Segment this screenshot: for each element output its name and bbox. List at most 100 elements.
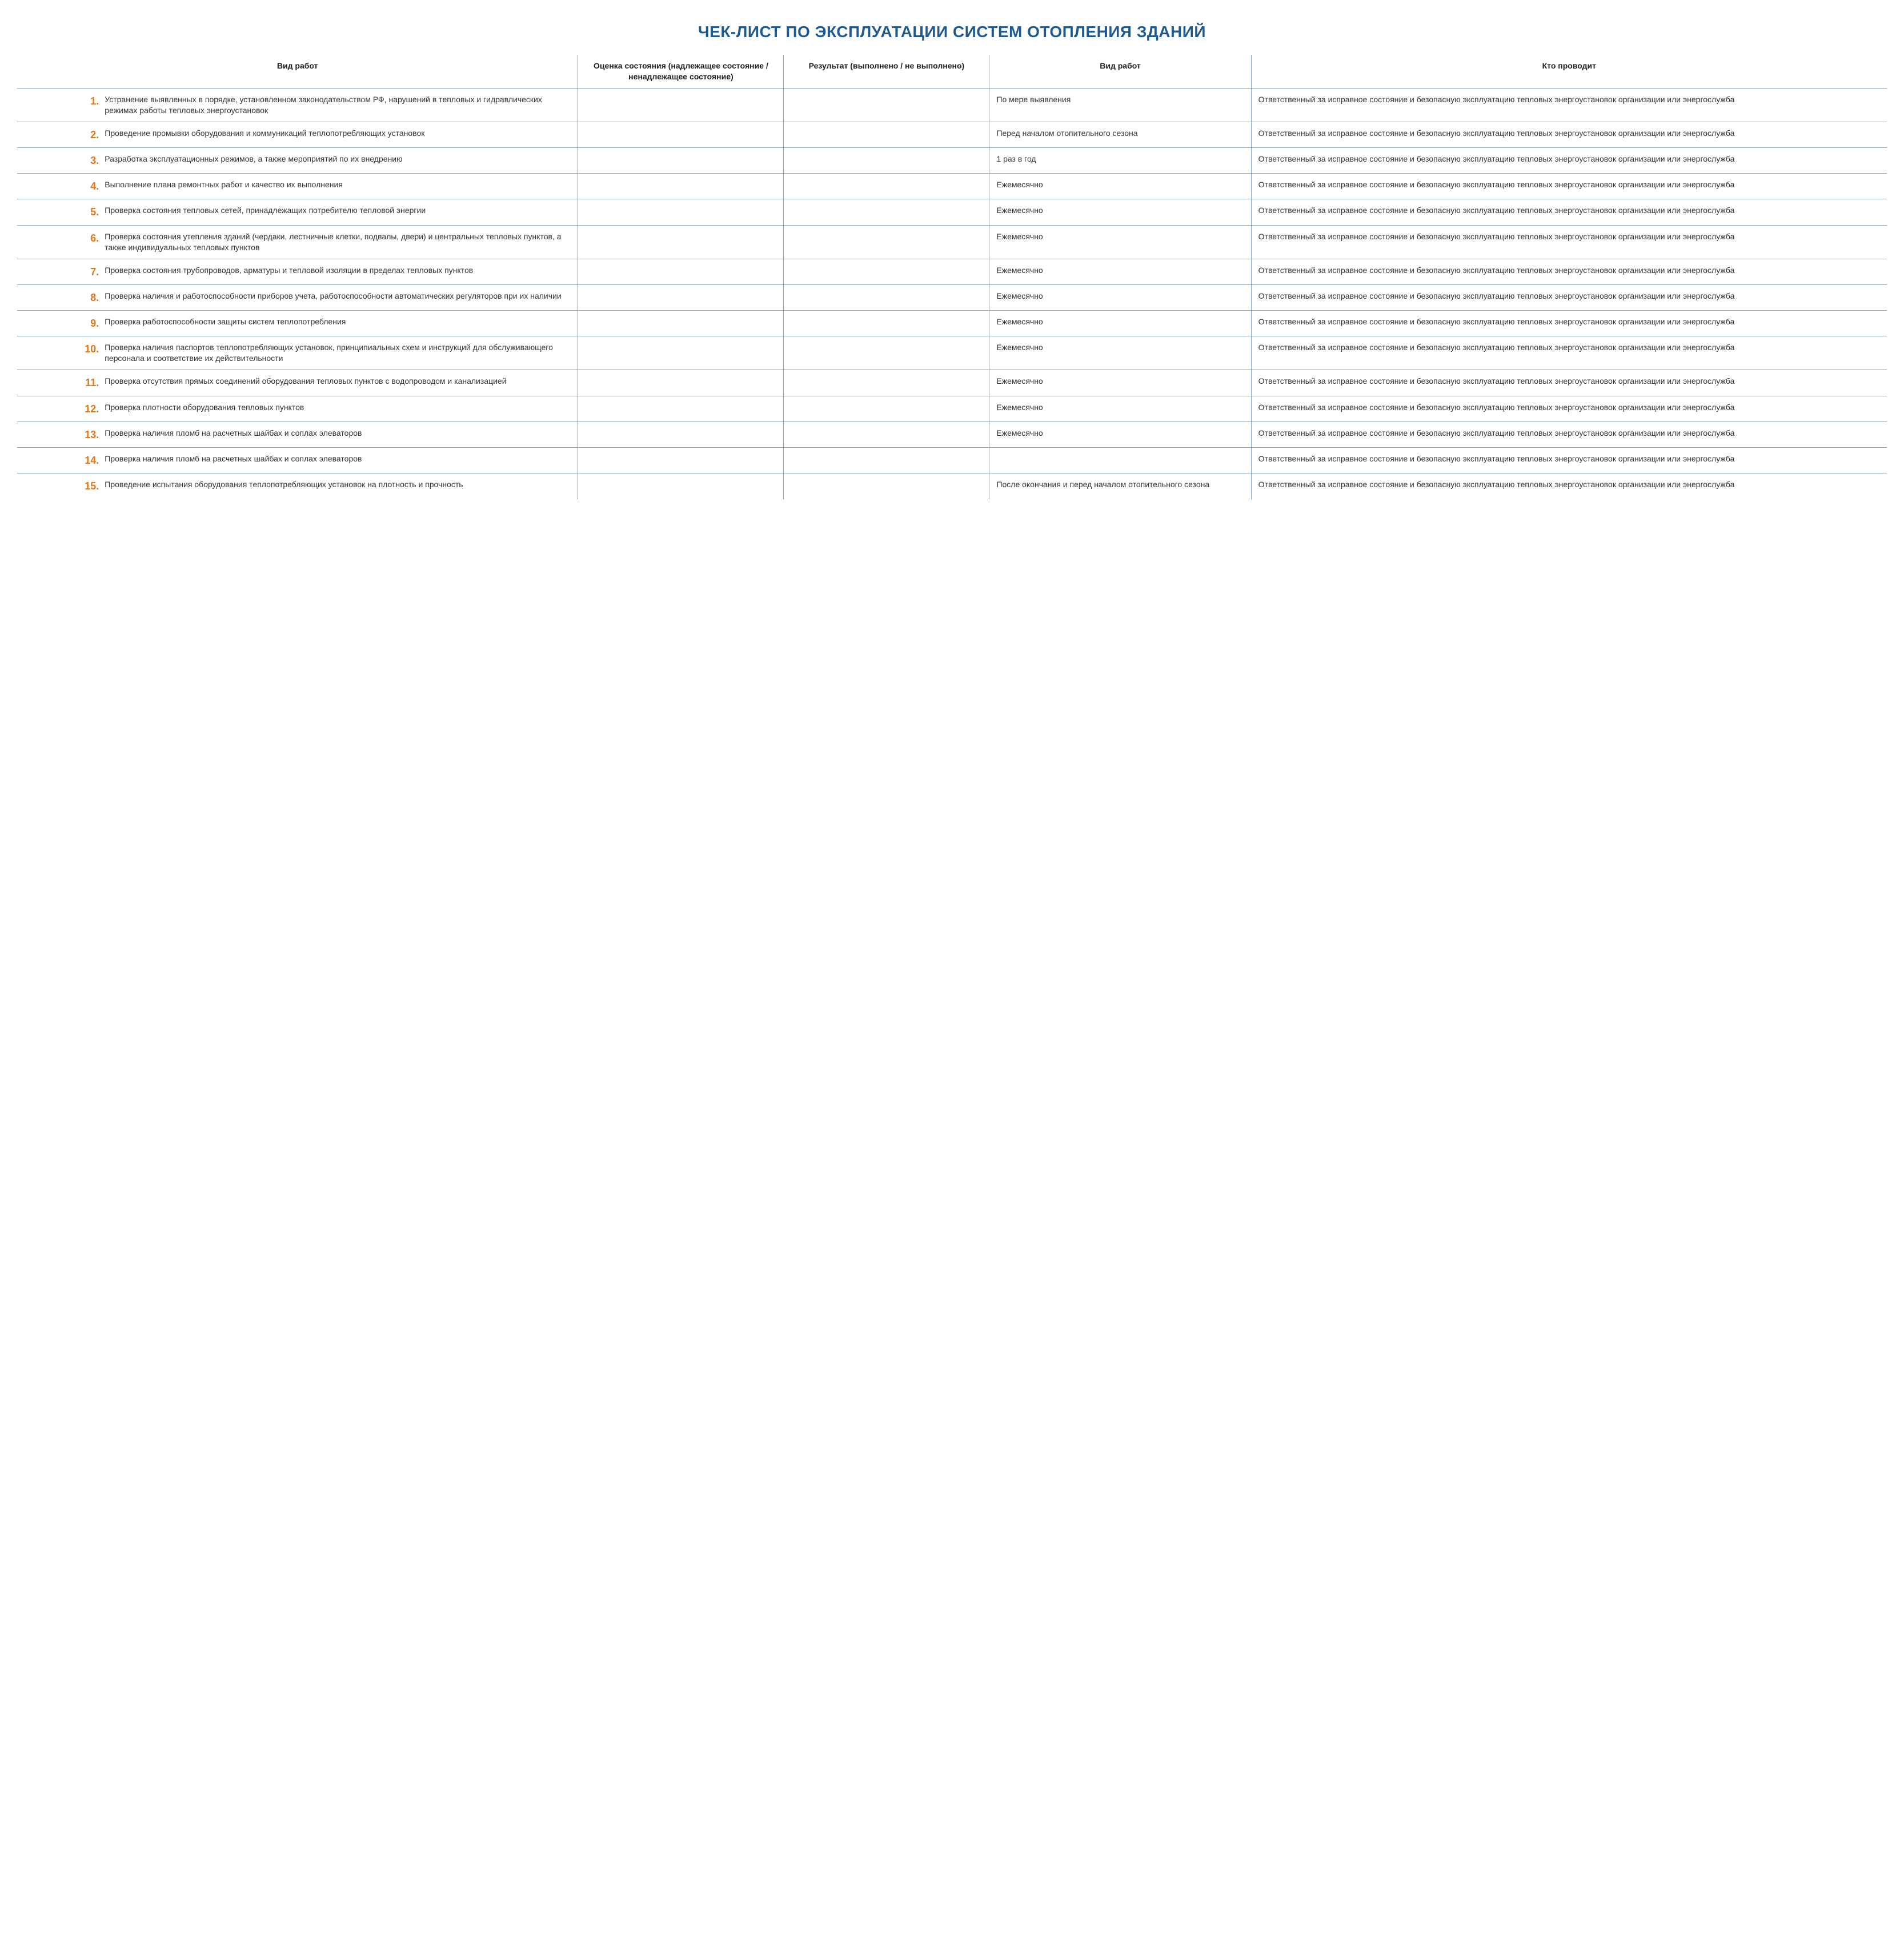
row-eval-cell [578, 122, 784, 147]
table-row: 4.Выполнение плана ремонтных работ и кач… [17, 174, 1887, 199]
row-frequency: По мере выявления [989, 88, 1251, 122]
row-result-cell [784, 370, 989, 396]
row-work: Устранение выявленных в порядке, установ… [101, 88, 578, 122]
row-number: 6. [17, 225, 101, 259]
row-eval-cell [578, 473, 784, 499]
row-eval-cell [578, 284, 784, 310]
row-number: 13. [17, 421, 101, 447]
row-frequency: Ежемесячно [989, 370, 1251, 396]
row-result-cell [784, 421, 989, 447]
row-work: Проверка наличия пломб на расчетных шайб… [101, 448, 578, 473]
col-header-work: Вид работ [17, 55, 578, 88]
row-result-cell [784, 122, 989, 147]
row-number: 12. [17, 396, 101, 421]
row-number: 1. [17, 88, 101, 122]
table-row: 7.Проверка состояния трубопроводов, арма… [17, 259, 1887, 284]
row-work: Проверка состояния тепловых сетей, прина… [101, 199, 578, 225]
row-frequency: Ежемесячно [989, 311, 1251, 336]
row-work: Проверка работоспособности защиты систем… [101, 311, 578, 336]
row-who: Ответственный за исправное состояние и б… [1251, 370, 1887, 396]
row-work: Проверка отсутствия прямых соединений об… [101, 370, 578, 396]
row-work: Разработка эксплуатационных режимов, а т… [101, 147, 578, 173]
row-who: Ответственный за исправное состояние и б… [1251, 311, 1887, 336]
table-row: 12.Проверка плотности оборудования тепло… [17, 396, 1887, 421]
row-eval-cell [578, 174, 784, 199]
row-who: Ответственный за исправное состояние и б… [1251, 122, 1887, 147]
table-row: 11.Проверка отсутствия прямых соединений… [17, 370, 1887, 396]
col-header-result: Результат (выполнено / не выполнено) [784, 55, 989, 88]
col-header-eval: Оценка состояния (надлежащее состояние /… [578, 55, 784, 88]
row-who: Ответственный за исправное состояние и б… [1251, 473, 1887, 499]
row-work: Проведение промывки оборудования и комму… [101, 122, 578, 147]
row-work: Проверка наличия пломб на расчетных шайб… [101, 421, 578, 447]
row-frequency: Ежемесячно [989, 336, 1251, 370]
row-eval-cell [578, 448, 784, 473]
row-who: Ответственный за исправное состояние и б… [1251, 396, 1887, 421]
row-result-cell [784, 311, 989, 336]
row-number: 7. [17, 259, 101, 284]
row-who: Ответственный за исправное состояние и б… [1251, 225, 1887, 259]
row-number: 4. [17, 174, 101, 199]
row-result-cell [784, 225, 989, 259]
row-eval-cell [578, 311, 784, 336]
row-frequency: Ежемесячно [989, 199, 1251, 225]
row-work: Выполнение плана ремонтных работ и качес… [101, 174, 578, 199]
row-number: 8. [17, 284, 101, 310]
row-result-cell [784, 336, 989, 370]
table-row: 6.Проверка состояния утепления зданий (ч… [17, 225, 1887, 259]
row-eval-cell [578, 225, 784, 259]
table-row: 1.Устранение выявленных в порядке, устан… [17, 88, 1887, 122]
row-frequency: Ежемесячно [989, 421, 1251, 447]
row-who: Ответственный за исправное состояние и б… [1251, 336, 1887, 370]
checklist-table: Вид работ Оценка состояния (надлежащее с… [17, 55, 1887, 499]
row-frequency [989, 448, 1251, 473]
row-eval-cell [578, 147, 784, 173]
row-who: Ответственный за исправное состояние и б… [1251, 174, 1887, 199]
row-number: 10. [17, 336, 101, 370]
row-result-cell [784, 396, 989, 421]
row-who: Ответственный за исправное состояние и б… [1251, 448, 1887, 473]
row-result-cell [784, 147, 989, 173]
table-row: 5.Проверка состояния тепловых сетей, при… [17, 199, 1887, 225]
row-frequency: Перед началом отопительного сезона [989, 122, 1251, 147]
table-row: 8.Проверка наличия и работоспособности п… [17, 284, 1887, 310]
row-eval-cell [578, 336, 784, 370]
row-eval-cell [578, 88, 784, 122]
row-who: Ответственный за исправное состояние и б… [1251, 259, 1887, 284]
row-frequency: После окончания и перед началом отопител… [989, 473, 1251, 499]
row-who: Ответственный за исправное состояние и б… [1251, 421, 1887, 447]
row-number: 15. [17, 473, 101, 499]
row-frequency: Ежемесячно [989, 225, 1251, 259]
table-row: 15.Проведение испытания оборудования теп… [17, 473, 1887, 499]
table-header-row: Вид работ Оценка состояния (надлежащее с… [17, 55, 1887, 88]
row-who: Ответственный за исправное состояние и б… [1251, 147, 1887, 173]
col-header-freq: Вид работ [989, 55, 1251, 88]
row-result-cell [784, 448, 989, 473]
row-eval-cell [578, 421, 784, 447]
col-header-who: Кто проводит [1251, 55, 1887, 88]
table-row: 9.Проверка работоспособности защиты сист… [17, 311, 1887, 336]
row-frequency: Ежемесячно [989, 259, 1251, 284]
row-frequency: Ежемесячно [989, 396, 1251, 421]
row-result-cell [784, 199, 989, 225]
row-number: 11. [17, 370, 101, 396]
row-work: Проведение испытания оборудования теплоп… [101, 473, 578, 499]
row-eval-cell [578, 259, 784, 284]
row-number: 5. [17, 199, 101, 225]
row-frequency: Ежемесячно [989, 174, 1251, 199]
row-work: Проверка наличия и работоспособности при… [101, 284, 578, 310]
table-row: 2.Проведение промывки оборудования и ком… [17, 122, 1887, 147]
row-result-cell [784, 259, 989, 284]
row-work: Проверка состояния трубопроводов, армату… [101, 259, 578, 284]
table-row: 3.Разработка эксплуатационных режимов, а… [17, 147, 1887, 173]
row-who: Ответственный за исправное состояние и б… [1251, 284, 1887, 310]
row-work: Проверка состояния утепления зданий (чер… [101, 225, 578, 259]
row-eval-cell [578, 396, 784, 421]
row-result-cell [784, 284, 989, 310]
row-number: 3. [17, 147, 101, 173]
row-eval-cell [578, 199, 784, 225]
row-number: 9. [17, 311, 101, 336]
row-frequency: 1 раз в год [989, 147, 1251, 173]
row-who: Ответственный за исправное состояние и б… [1251, 199, 1887, 225]
table-row: 14.Проверка наличия пломб на расчетных ш… [17, 448, 1887, 473]
